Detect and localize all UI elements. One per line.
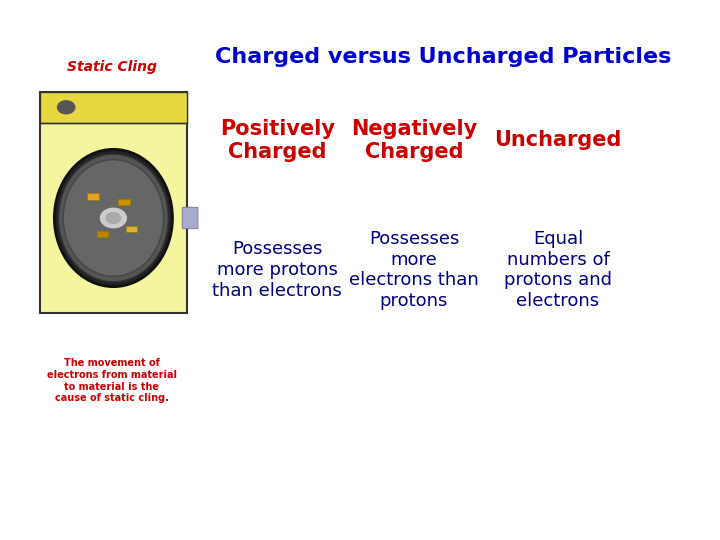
FancyBboxPatch shape <box>182 207 198 229</box>
Text: Uncharged: Uncharged <box>495 130 621 151</box>
Text: Static Cling: Static Cling <box>67 60 156 75</box>
FancyBboxPatch shape <box>40 92 187 313</box>
Circle shape <box>107 213 121 224</box>
Circle shape <box>101 208 127 228</box>
FancyBboxPatch shape <box>96 231 109 238</box>
Ellipse shape <box>58 154 168 282</box>
Text: Possesses
more protons
than electrons: Possesses more protons than electrons <box>212 240 342 300</box>
Ellipse shape <box>63 160 163 276</box>
Text: Negatively
Charged: Negatively Charged <box>351 119 477 162</box>
FancyBboxPatch shape <box>40 92 187 123</box>
Text: Charged versus Uncharged Particles: Charged versus Uncharged Particles <box>215 46 671 67</box>
Ellipse shape <box>55 150 173 287</box>
Text: The movement of
electrons from material
to material is the
cause of static cling: The movement of electrons from material … <box>47 359 176 403</box>
FancyBboxPatch shape <box>88 193 99 200</box>
Text: Possesses
more
electrons than
protons: Possesses more electrons than protons <box>349 230 479 310</box>
Text: Positively
Charged: Positively Charged <box>220 119 335 162</box>
Circle shape <box>58 101 75 114</box>
FancyBboxPatch shape <box>118 199 130 205</box>
Text: Equal
numbers of
protons and
electrons: Equal numbers of protons and electrons <box>504 230 612 310</box>
FancyBboxPatch shape <box>125 226 137 232</box>
